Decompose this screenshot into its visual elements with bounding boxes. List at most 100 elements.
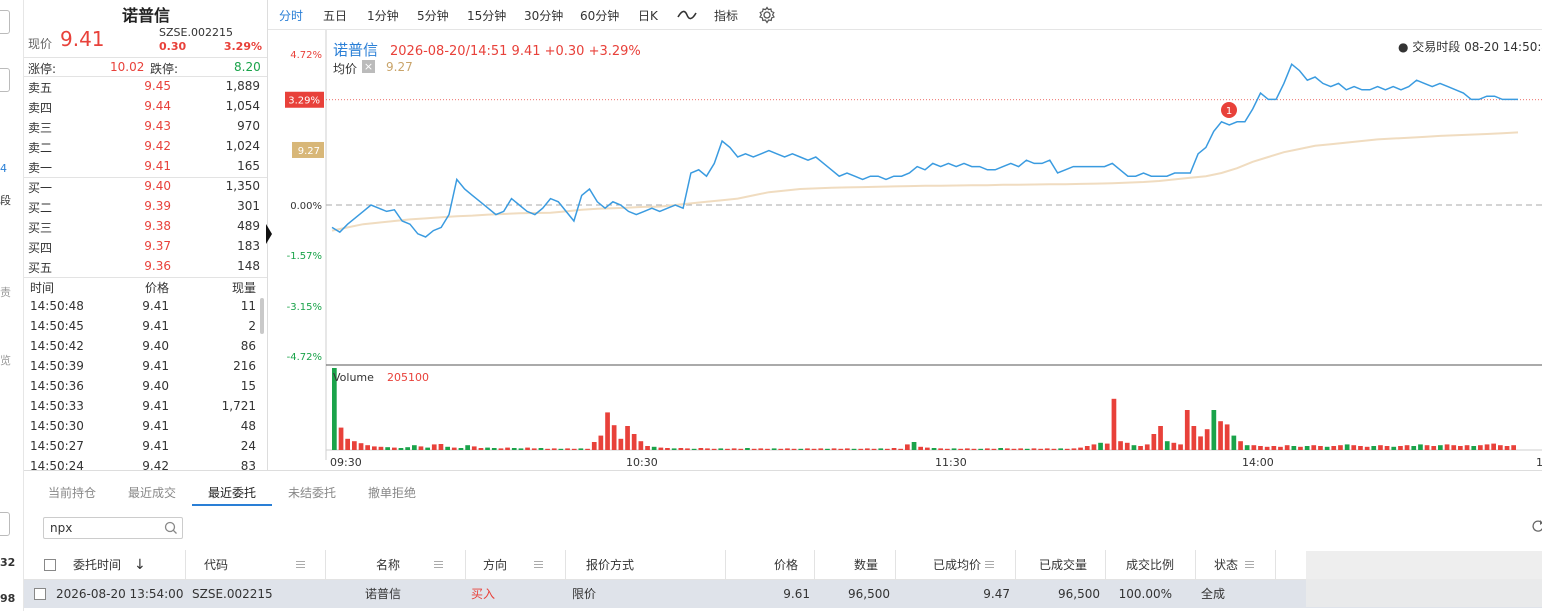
column-header[interactable]: 方向 <box>483 558 508 572</box>
orders-tab[interactable]: 撤单拒绝 <box>368 486 417 500</box>
bid-label: 买三 <box>28 221 53 235</box>
volume-bar <box>871 448 877 450</box>
refresh-icon[interactable] <box>1532 519 1542 533</box>
volume-bar <box>1438 445 1443 450</box>
volume-bar <box>898 448 903 450</box>
volume-bar <box>845 448 850 450</box>
bid-volume: 301 <box>237 199 260 213</box>
side-field[interactable] <box>0 512 10 536</box>
close-icon[interactable]: × <box>362 60 375 73</box>
bid-row[interactable]: 买一 9.40 1,350 <box>24 177 267 197</box>
column-header[interactable]: 代码 <box>204 558 229 572</box>
chart-period-tab[interactable]: 五日 <box>323 9 348 23</box>
chart-period-tab[interactable]: 15分钟 <box>467 9 507 23</box>
column-menu-icon[interactable] <box>985 561 994 568</box>
column-header[interactable]: 状态 <box>1214 558 1239 572</box>
bid-row[interactable]: 买二 9.39 301 <box>24 197 267 217</box>
column-menu-icon[interactable] <box>1245 561 1254 568</box>
orders-tab[interactable]: 未结委托 <box>288 486 337 500</box>
tick-row: 14:50:48 9.41 11 <box>24 297 267 317</box>
line-chart-icon[interactable] <box>677 9 697 21</box>
tick-price: 9.40 <box>142 379 169 393</box>
avg-price-label: 均价 <box>333 62 358 76</box>
ask-volume: 1,889 <box>225 79 260 93</box>
volume-bar <box>718 448 724 450</box>
search-input[interactable] <box>50 521 160 535</box>
column-header[interactable]: 成交比例 <box>1126 558 1175 572</box>
collapse-arrow-icon[interactable] <box>266 224 272 244</box>
volume-bar <box>485 447 490 450</box>
column-header[interactable]: 报价方式 <box>586 558 635 572</box>
volume-bar <box>725 448 730 450</box>
orders-tab[interactable]: 最近成交 <box>128 486 177 500</box>
table-row[interactable]: 2026-08-20 13:54:00 SZSE.002215 诺普信 买入 限价 9.6… <box>24 580 1542 608</box>
bid-row[interactable]: 买五 9.36 148 <box>24 257 267 277</box>
volume-bar <box>905 444 910 450</box>
stock-code: SZSE.002215 <box>159 26 233 39</box>
limit-up-label: 涨停: <box>28 62 57 76</box>
sort-desc-icon[interactable]: ↓ <box>134 557 146 573</box>
volume-bar <box>558 448 564 450</box>
volume-bar <box>798 448 804 450</box>
column-divider <box>565 550 566 580</box>
bid-row[interactable]: 买三 9.38 489 <box>24 217 267 237</box>
select-all-checkbox[interactable] <box>44 559 56 571</box>
volume-bar <box>685 448 690 450</box>
chart-period-tab[interactable]: 30分钟 <box>524 9 564 23</box>
stock-name: 诺普信 <box>121 6 170 25</box>
side-field[interactable] <box>0 10 10 34</box>
column-header[interactable]: 委托时间 <box>73 558 122 572</box>
volume-bar <box>1051 448 1057 450</box>
volume-bar <box>1071 448 1077 450</box>
chart-period-tab[interactable]: 日K <box>638 9 658 23</box>
volume-bar <box>338 427 344 450</box>
column-header[interactable]: 已成均价 <box>933 558 982 572</box>
chart-period-tab[interactable]: 5分钟 <box>417 9 449 23</box>
column-menu-icon[interactable] <box>434 561 443 568</box>
column-menu-icon[interactable] <box>534 561 543 568</box>
tick-price: 9.41 <box>142 399 169 413</box>
side-field[interactable] <box>0 68 10 92</box>
ask-row[interactable]: 卖一 9.41 165 <box>24 157 267 177</box>
bid-label: 买一 <box>28 181 53 195</box>
orders-tab[interactable]: 当前持仓 <box>48 486 97 500</box>
indicator-button[interactable]: 指标 <box>714 9 739 23</box>
gear-icon[interactable] <box>758 6 776 24</box>
ask-row[interactable]: 卖四 9.44 1,054 <box>24 97 267 117</box>
side-label: 责 <box>0 286 11 299</box>
volume-bar <box>1444 444 1450 450</box>
volume-bar <box>1018 448 1023 450</box>
volume-bar <box>1418 444 1423 450</box>
chart-period-tab[interactable]: 分时 <box>279 9 304 23</box>
ask-price: 9.45 <box>144 79 171 93</box>
tick-scrollbar[interactable] <box>260 298 264 334</box>
volume-bar <box>1431 446 1437 450</box>
column-menu-icon[interactable] <box>296 561 305 568</box>
search-icon[interactable] <box>164 521 178 535</box>
volume-bar <box>1091 444 1097 450</box>
ask-row[interactable]: 卖五 9.45 1,889 <box>24 77 267 97</box>
ask-row[interactable]: 卖二 9.42 1,024 <box>24 137 267 157</box>
row-checkbox[interactable] <box>34 588 46 600</box>
avg-price-line <box>331 131 1519 232</box>
x-tick-label: 1 <box>1536 456 1542 469</box>
bid-volume: 183 <box>237 239 260 253</box>
ask-row[interactable]: 卖三 9.43 970 <box>24 117 267 137</box>
tick-time: 14:50:42 <box>30 339 84 353</box>
orderbook-divider <box>24 177 267 178</box>
chart-period-tab[interactable]: 60分钟 <box>580 9 620 23</box>
tick-volume: 83 <box>240 459 256 470</box>
column-header[interactable]: 数量 <box>854 558 879 572</box>
volume-bar <box>1084 446 1090 450</box>
column-header[interactable]: 价格 <box>774 558 799 572</box>
column-header[interactable]: 名称 <box>376 558 401 572</box>
volume-bar <box>365 445 370 450</box>
tick-price: 9.41 <box>142 439 169 453</box>
column-header[interactable]: 已成交量 <box>1039 558 1088 572</box>
ticks-header-volume: 现量 <box>231 281 256 295</box>
volume-bar <box>1371 446 1377 450</box>
volume-bar <box>1058 448 1063 450</box>
orders-tab[interactable]: 最近委托 <box>208 486 257 500</box>
chart-period-tab[interactable]: 1分钟 <box>367 9 399 23</box>
bid-row[interactable]: 买四 9.37 183 <box>24 237 267 257</box>
